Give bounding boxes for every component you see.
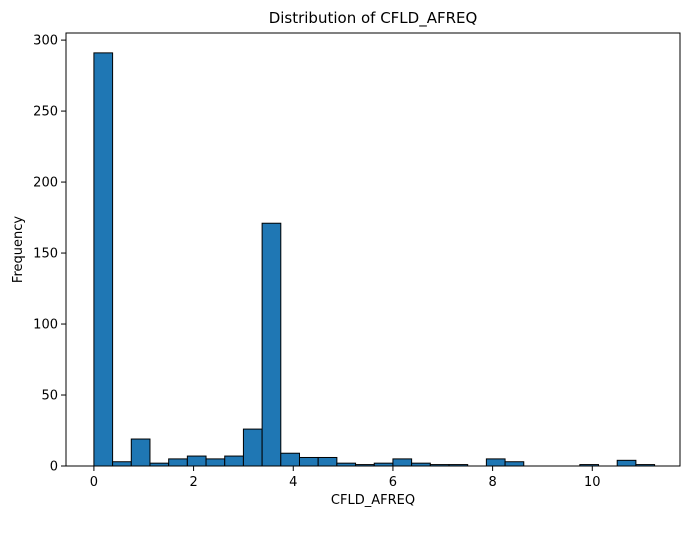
histogram-bar	[261, 222, 282, 467]
x-tick-label: 10	[584, 475, 601, 490]
histogram-bar	[224, 455, 244, 467]
x-tick-label: 0	[90, 475, 98, 490]
chart-title: Distribution of CFLD_AFREQ	[269, 9, 478, 28]
y-axis: 0 50 100 150 200 250 300	[33, 34, 66, 475]
x-tick-label: 4	[289, 475, 297, 490]
histogram-bar	[317, 456, 338, 467]
y-tick-label: 200	[33, 176, 58, 191]
y-tick-label: 100	[33, 318, 58, 333]
y-tick-label: 250	[33, 105, 58, 120]
histogram-bar	[392, 458, 413, 467]
y-axis-label: Frequency	[11, 216, 26, 283]
histogram-bar	[485, 458, 506, 467]
x-tick-label: 8	[488, 475, 496, 490]
histogram-bar	[93, 52, 114, 467]
histogram-bar	[130, 438, 151, 467]
histogram-bar	[242, 428, 263, 467]
plot-frame	[65, 32, 681, 467]
histogram-bar	[298, 456, 319, 467]
x-axis-label: CFLD_AFREQ	[331, 493, 415, 508]
histogram-bar	[205, 458, 226, 467]
bars-group	[93, 52, 656, 467]
histogram-bar	[186, 455, 207, 467]
x-tick-label: 2	[189, 475, 197, 490]
histogram-bar	[504, 461, 525, 467]
y-tick-label: 300	[33, 34, 58, 49]
y-tick-label: 150	[33, 247, 58, 262]
x-tick-label: 6	[389, 475, 397, 490]
y-tick-label: 50	[41, 389, 58, 404]
histogram-bar	[168, 458, 188, 467]
histogram-bar	[112, 461, 132, 467]
histogram-bar	[616, 459, 637, 467]
y-tick-label: 0	[50, 460, 58, 475]
histogram-bar	[280, 452, 300, 467]
x-axis: 0 2 4 6 8 10	[90, 466, 601, 490]
